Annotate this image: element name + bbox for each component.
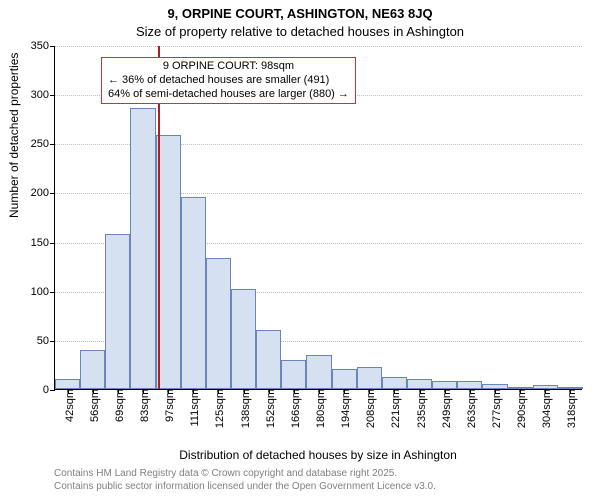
histogram-bar xyxy=(357,367,382,389)
ytick-label: 300 xyxy=(31,89,55,101)
chart-subtitle: Size of property relative to detached ho… xyxy=(0,24,600,39)
histogram-bar xyxy=(80,350,105,389)
histogram-bar xyxy=(281,360,306,389)
xtick-label: 111sqm xyxy=(185,389,201,427)
histogram-bar xyxy=(231,289,256,389)
histogram-bar xyxy=(407,379,432,389)
chart-title-address: 9, ORPINE COURT, ASHINGTON, NE63 8JQ xyxy=(0,6,600,21)
callout-line: 64% of semi-detached houses are larger (… xyxy=(108,88,349,102)
property-callout: 9 ORPINE COURT: 98sqm← 36% of detached h… xyxy=(101,57,356,104)
xtick-label: 180sqm xyxy=(311,389,327,428)
histogram-bar xyxy=(457,381,482,389)
ytick-label: 150 xyxy=(31,237,55,249)
callout-line: 9 ORPINE COURT: 98sqm xyxy=(108,60,349,74)
xtick-label: 42sqm xyxy=(60,389,76,422)
x-axis-label: Distribution of detached houses by size … xyxy=(54,448,582,462)
attribution-footer: Contains HM Land Registry data © Crown c… xyxy=(54,468,436,493)
ytick-label: 0 xyxy=(43,384,55,396)
callout-line: ← 36% of detached houses are smaller (49… xyxy=(108,74,349,88)
xtick-label: 235sqm xyxy=(412,389,428,428)
xtick-label: 166sqm xyxy=(286,389,302,428)
histogram-bar xyxy=(256,330,281,389)
xtick-label: 194sqm xyxy=(336,389,352,428)
xtick-label: 304sqm xyxy=(537,389,553,428)
xtick-label: 83sqm xyxy=(135,389,151,422)
ytick-label: 100 xyxy=(31,286,55,298)
ytick-label: 250 xyxy=(31,138,55,150)
histogram-bar xyxy=(332,369,357,389)
footer-line-2: Contains public sector information licen… xyxy=(54,481,436,494)
xtick-label: 221sqm xyxy=(386,389,402,428)
histogram-bar xyxy=(130,108,155,389)
xtick-label: 263sqm xyxy=(462,389,478,428)
histogram-bar xyxy=(55,379,80,389)
histogram-chart: 9, ORPINE COURT, ASHINGTON, NE63 8JQ Siz… xyxy=(0,0,600,500)
plot-area: 05010015020025030035042sqm56sqm69sqm83sq… xyxy=(54,46,582,390)
histogram-bar xyxy=(181,197,206,389)
xtick-label: 290sqm xyxy=(512,389,528,428)
xtick-label: 318sqm xyxy=(562,389,578,428)
xtick-label: 277sqm xyxy=(487,389,503,428)
xtick-label: 56sqm xyxy=(85,389,101,422)
xtick-label: 249sqm xyxy=(437,389,453,428)
ytick-label: 50 xyxy=(37,335,55,347)
histogram-bar xyxy=(432,381,457,389)
ytick-label: 350 xyxy=(31,40,55,52)
xtick-label: 125sqm xyxy=(210,389,226,428)
histogram-bar xyxy=(206,258,231,389)
gridline xyxy=(55,46,582,47)
xtick-label: 208sqm xyxy=(361,389,377,428)
histogram-bar xyxy=(306,355,331,389)
xtick-label: 152sqm xyxy=(261,389,277,428)
ytick-label: 200 xyxy=(31,187,55,199)
histogram-bar xyxy=(382,377,407,389)
xtick-label: 69sqm xyxy=(110,389,126,422)
xtick-label: 97sqm xyxy=(160,389,176,422)
footer-line-1: Contains HM Land Registry data © Crown c… xyxy=(54,468,436,481)
histogram-bar xyxy=(105,234,130,389)
xtick-label: 138sqm xyxy=(236,389,252,428)
